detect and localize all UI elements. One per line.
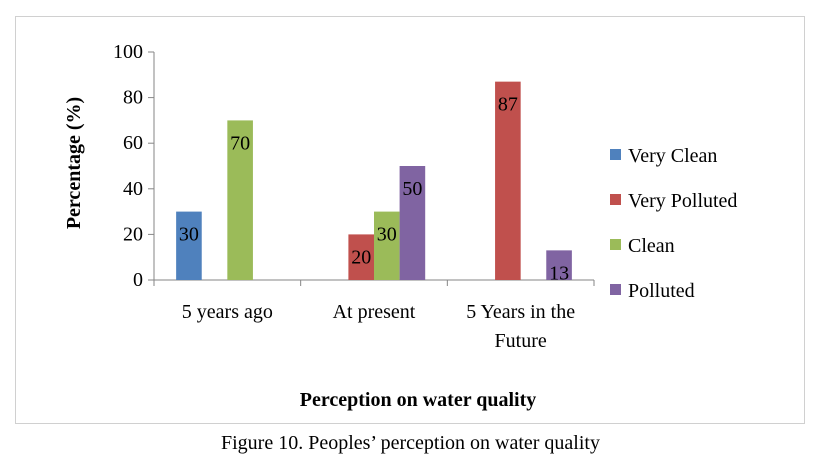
legend-label: Very Polluted [628,190,737,212]
x-tick-label: At present [333,301,416,323]
legend-swatch [610,284,621,295]
legend: Very Clean Very Polluted Clean Polluted [610,145,737,302]
bar-chart: 0 20 40 60 80 100 5 years ago At present 5 Years… [63,41,737,411]
x-axis-label: Perception on water quality [300,389,536,411]
bar [176,211,202,280]
y-tick-label: 0 [133,269,143,291]
y-tick-label: 40 [123,178,143,200]
legend-swatch [610,149,621,160]
bar [374,211,400,280]
y-tick-label: 80 [123,87,143,109]
y-axis-label: Percentage (%) [63,97,85,229]
x-tick-label: 5 years ago [182,301,273,323]
figure-caption: Figure 10. Peoples’ perception on water … [221,432,600,454]
axes: 0 20 40 60 80 100 5 years ago At present 5 Years… [113,41,595,352]
bar [495,81,521,280]
data-label: 30 [377,224,397,246]
data-label: 87 [498,94,518,116]
data-label: 20 [351,246,371,268]
legend-label: Clean [628,235,675,257]
bar [399,166,426,280]
legend-label: Very Clean [628,145,717,167]
legend-swatch [610,194,621,205]
data-label: 70 [230,132,250,154]
data-label: 30 [179,224,199,246]
legend-label: Polluted [628,280,695,302]
bar [227,120,253,281]
chart-frame: 0 20 40 60 80 100 5 years ago At present 5 Years… [15,16,805,424]
data-label: 50 [402,178,422,200]
y-tick-label: 60 [123,132,143,154]
y-tick-label: 100 [113,41,143,63]
data-labels: 30 70 20 30 50 87 13 [179,94,569,285]
data-label: 13 [549,262,569,284]
bar [348,234,374,280]
y-tick-label: 20 [123,223,143,245]
bars [176,81,572,281]
legend-swatch [610,239,621,250]
bar [546,250,572,280]
x-tick-label: 5 Years in the Future [466,301,575,352]
